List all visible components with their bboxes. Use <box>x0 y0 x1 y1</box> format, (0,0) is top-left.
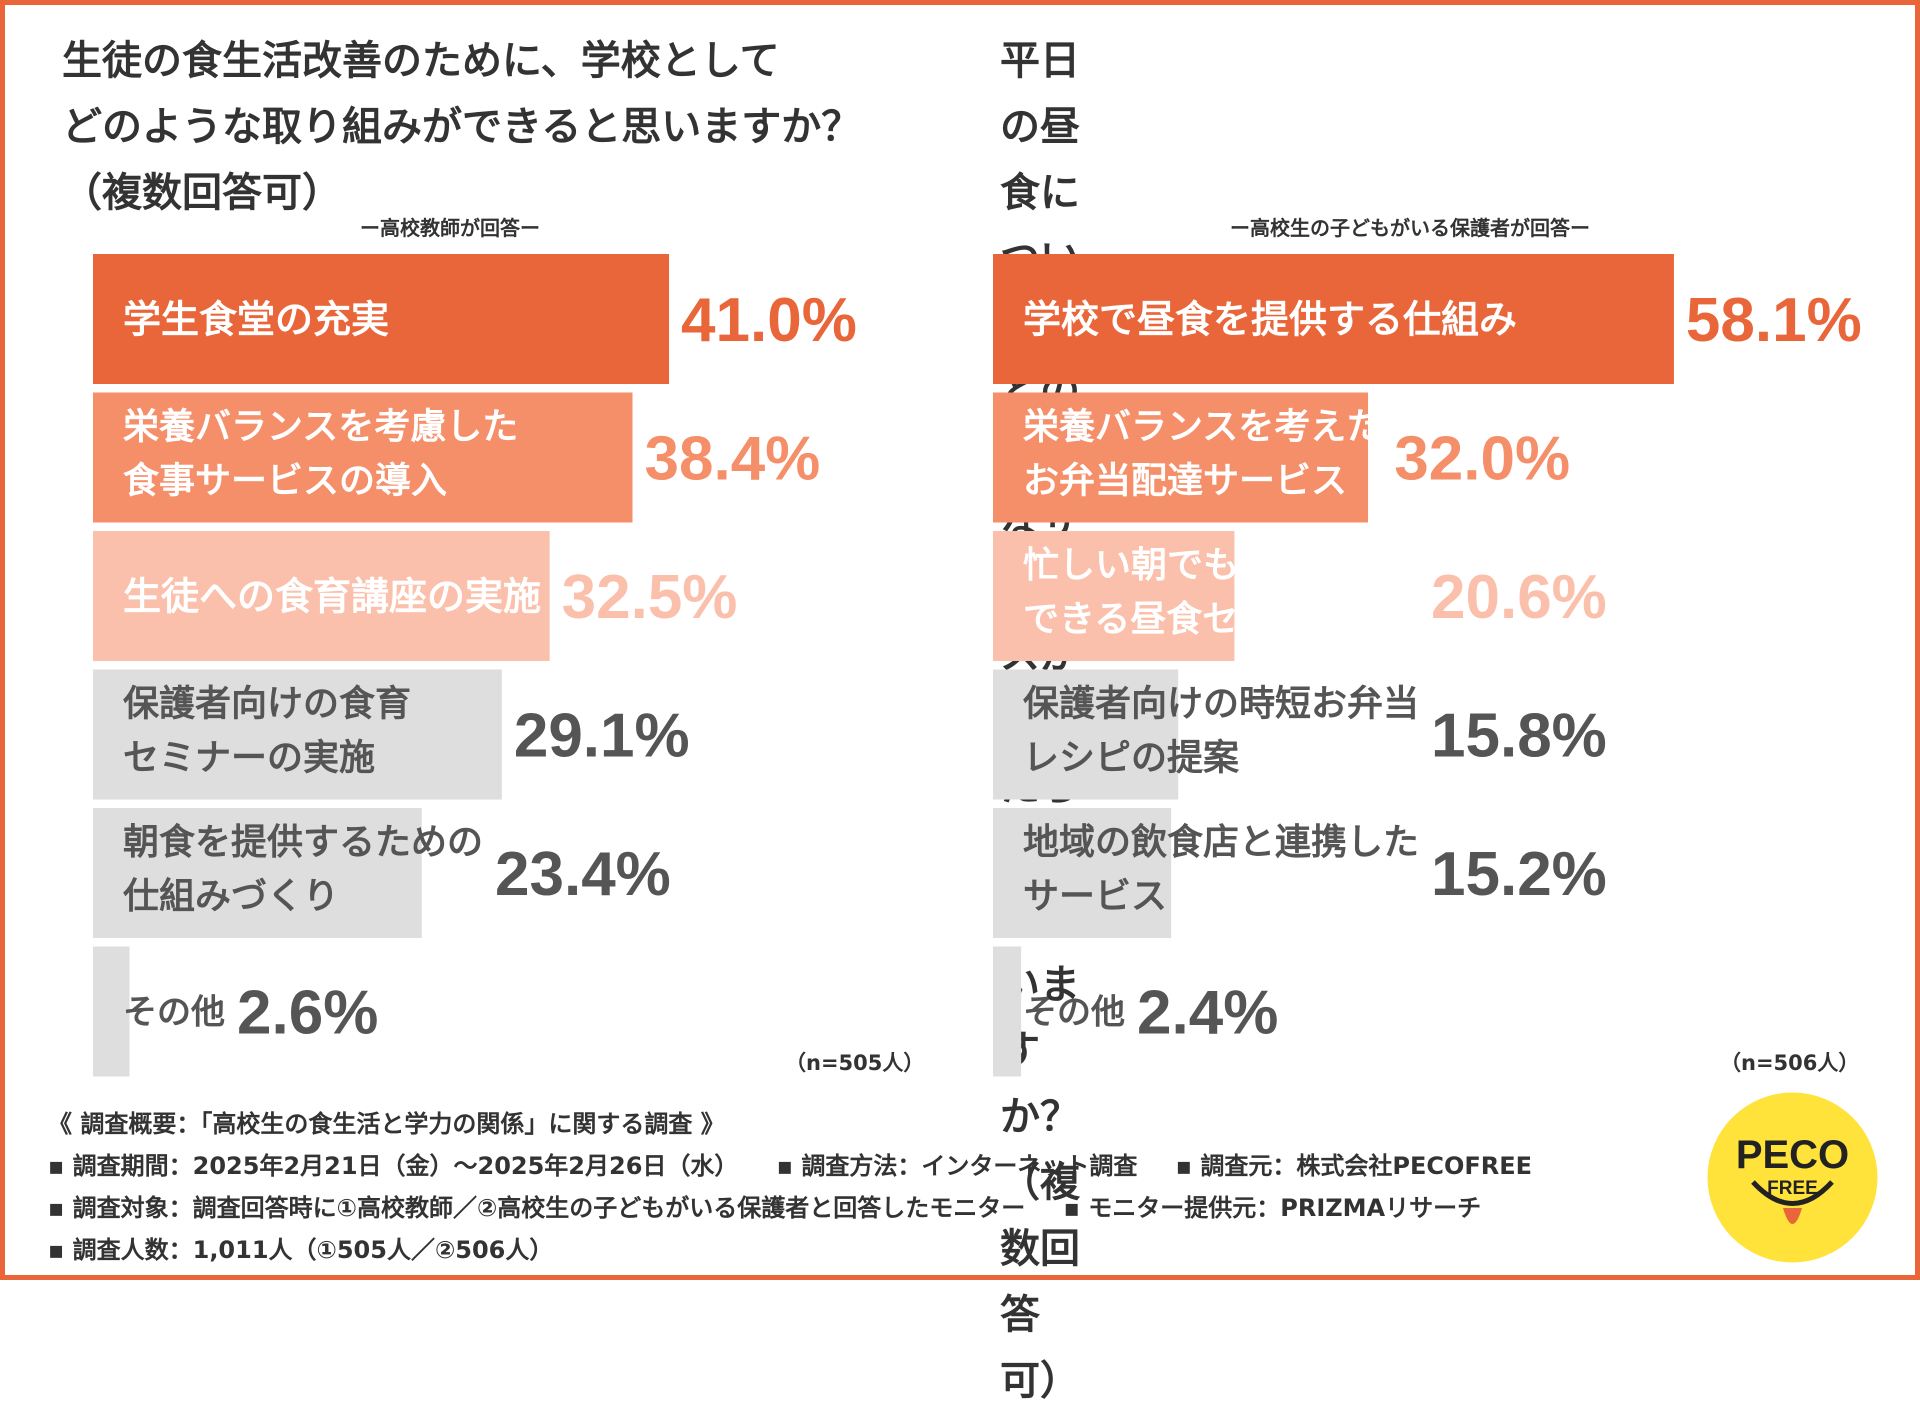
left-bar-label-4: 朝食を提供するための仕組みづくり <box>123 822 483 917</box>
left-bar-label-1: 栄養バランスを考慮した食事サービスの導入 <box>123 407 518 502</box>
right-bar-5 <box>993 946 1022 1077</box>
right-bar-label-0: 学校で昼食を提供する仕組み <box>1023 298 1517 342</box>
right-value-label-1: 32.0% <box>1394 425 1570 494</box>
survey-count: ▪ 調査人数：1,011人（①505人／②506人） <box>48 1236 554 1264</box>
right-bar-1 <box>993 392 1369 523</box>
right-bar-label-3: 保護者向けの時短お弁当レシピの提案 <box>1023 684 1419 779</box>
right-sample-size: （n=506人） <box>1720 1051 1860 1075</box>
left-value-label-4: 23.4% <box>495 840 671 909</box>
right-value-label-3: 15.8% <box>1431 702 1607 771</box>
right-value-label-4: 15.2% <box>1431 840 1607 909</box>
right-respondent-label: ー高校生の子どもがいる保護者が回答ー <box>1230 216 1590 240</box>
pecofree-logo: PECO FREE <box>1707 1092 1878 1263</box>
left-value-label-5: 2.6% <box>237 979 378 1048</box>
right-value-label-5: 2.4% <box>1137 979 1278 1048</box>
right-value-label-2: 20.6% <box>1431 563 1607 632</box>
left-bar-5 <box>93 946 130 1077</box>
page-frame <box>0 0 1920 1280</box>
left-value-label-0: 41.0% <box>681 286 857 355</box>
survey-title: 《 調査概要：「高校生の食生活と学力の関係」に関する調査 》 <box>48 1110 725 1138</box>
survey-period: ▪ 調査期間：2025年2月21日（金）～2025年2月26日（水） <box>48 1152 739 1180</box>
left-panel: 生徒の食生活改善のために、学校として どのような取り組みができると思いますか？ … <box>0 0 950 1090</box>
left-bar-2 <box>93 531 550 661</box>
left-bar-1 <box>93 392 633 523</box>
logo-text-bottom: FREE <box>1767 1178 1818 1199</box>
left-bar-4 <box>93 808 422 938</box>
right-bar-label-1: 栄養バランスを考えたお弁当配達サービス <box>1023 407 1382 502</box>
survey-summary: 《 調査概要：「高校生の食生活と学力の関係」に関する調査 》 ▪ 調査期間：20… <box>48 1103 1532 1271</box>
logo-text-top: PECO <box>1736 1133 1849 1177</box>
right-bar-label-5: その他 <box>1023 993 1125 1033</box>
logo-tongue <box>1783 1208 1802 1224</box>
left-bar-label-0: 学生食堂の充実 <box>123 298 389 342</box>
survey-org: ▪ 調査元：株式会社PECOFREE <box>1175 1152 1533 1180</box>
left-value-label-1: 38.4% <box>645 425 821 494</box>
right-bar-4 <box>993 808 1172 938</box>
left-sample-size: （n=505人） <box>785 1051 925 1075</box>
logo-smile <box>1751 1180 1834 1206</box>
bar-charts: 学生食堂の充実 41.0% 栄養バランスを考慮した食事サービスの導入 38.4% 生徒へ… <box>93 254 1862 1077</box>
survey-target: ▪ 調査対象：調査回答時に①高校教師／②高校生の子どもがいる保護者と回答したモニ… <box>48 1194 1026 1222</box>
logo-circle <box>1707 1092 1878 1263</box>
left-bar-label-5: その他 <box>123 993 225 1033</box>
survey-provider: ▪ モニター提供元：PRIZMAリサーチ <box>1063 1194 1482 1222</box>
left-bar-label-3: 保護者向けの食育セミナーの実施 <box>123 684 411 779</box>
right-bar-0 <box>993 254 1674 384</box>
left-bar-label-2: 生徒への食育講座の実施 <box>123 575 541 619</box>
right-bar-label-2: 忙しい朝でも簡単に準備できる昼食セット <box>1023 545 1419 640</box>
right-value-label-0: 58.1% <box>1686 286 1862 355</box>
left-question-title: 生徒の食生活改善のために、学校として どのような取り組みができると思いますか？ … <box>62 38 862 216</box>
survey-method: ▪ 調査方法：インターネット調査 <box>776 1152 1138 1180</box>
left-bar-0 <box>93 254 670 384</box>
right-bar-2 <box>993 531 1235 661</box>
left-respondent-label: ー高校教師が回答ー <box>360 216 540 240</box>
right-bar-label-4: 地域の飲食店と連携したサービス <box>1023 822 1419 917</box>
left-bar-3 <box>93 669 502 800</box>
right-bar-3 <box>993 669 1179 800</box>
left-value-label-3: 29.1% <box>514 702 690 771</box>
left-value-label-2: 32.5% <box>562 563 738 632</box>
